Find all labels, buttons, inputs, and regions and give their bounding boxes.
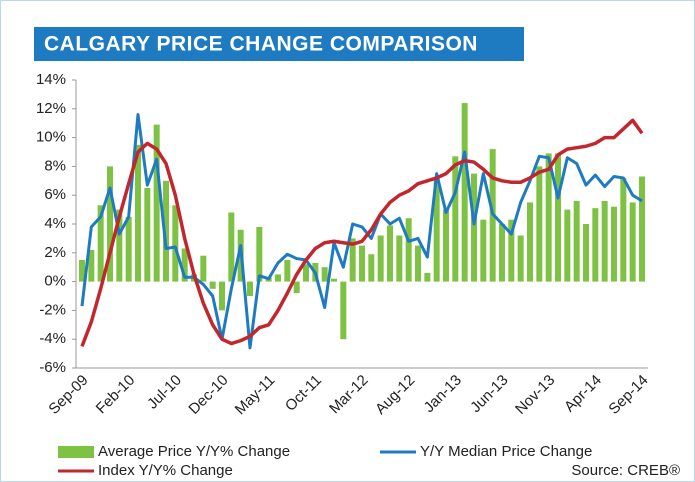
bar <box>471 173 477 282</box>
y-tick-label: 6% <box>44 186 66 203</box>
y-tick-label: -2% <box>39 301 66 318</box>
y-tick-label: 8% <box>44 157 66 174</box>
bar <box>79 260 85 282</box>
bar <box>405 218 412 282</box>
bar <box>555 153 561 282</box>
bar <box>396 235 403 282</box>
bar <box>508 219 515 282</box>
bar <box>247 281 253 296</box>
title-banner <box>34 27 524 61</box>
bar <box>611 206 617 282</box>
bar <box>601 200 608 282</box>
line-series <box>80 118 644 348</box>
bar <box>321 267 328 282</box>
source-note: Source: CREB® <box>571 462 680 479</box>
bar <box>331 278 337 282</box>
bar <box>209 281 216 289</box>
legend-label: Average Price Y/Y% Change <box>98 443 290 460</box>
chart-title: CALGARY PRICE CHANGE COMPARISON <box>44 33 478 56</box>
bar <box>219 281 225 311</box>
y-tick-label: 14% <box>36 71 66 88</box>
bar <box>340 281 347 340</box>
bar <box>256 226 263 282</box>
bar <box>172 205 179 282</box>
legend-label: Y/Y Median Price Change <box>420 443 592 460</box>
bar <box>415 245 421 282</box>
bar <box>163 180 169 282</box>
legend-label: Index Y/Y% Change <box>98 462 233 479</box>
bar <box>620 177 627 282</box>
bar <box>125 216 132 282</box>
y-tick-label: 2% <box>44 244 66 261</box>
bar <box>181 248 188 282</box>
y-tick-label: 4% <box>44 215 66 232</box>
bar <box>293 281 300 294</box>
bar <box>639 176 645 282</box>
bar <box>564 209 571 282</box>
bar <box>284 260 291 282</box>
bar <box>480 219 487 282</box>
legend-swatch <box>58 446 94 458</box>
bar <box>527 202 533 282</box>
bar <box>97 205 104 282</box>
bar <box>116 209 123 282</box>
bar <box>443 209 449 282</box>
bar <box>545 153 552 282</box>
y-tick-label: 10% <box>36 129 66 146</box>
bar <box>433 177 440 282</box>
y-tick-label: 12% <box>36 100 66 117</box>
bar <box>592 208 599 282</box>
line-series <box>80 113 643 350</box>
bar <box>368 254 375 282</box>
bar <box>499 224 505 282</box>
bar <box>144 188 151 282</box>
bar <box>424 272 431 282</box>
bar <box>573 200 580 282</box>
bar <box>153 124 160 282</box>
bar <box>107 166 113 282</box>
bar <box>461 103 468 282</box>
y-tick-label: -4% <box>39 330 66 347</box>
y-tick-label: -6% <box>39 359 66 376</box>
bar <box>387 225 393 282</box>
bar <box>452 156 459 282</box>
y-tick-label: 0% <box>44 273 66 290</box>
bar <box>135 144 141 282</box>
bar <box>536 166 543 282</box>
bar <box>275 274 281 282</box>
bar <box>303 264 309 282</box>
bar <box>517 235 524 282</box>
bar <box>583 224 589 282</box>
bar <box>377 235 384 282</box>
bar <box>88 249 95 282</box>
bar <box>629 202 636 282</box>
bar <box>228 212 235 282</box>
bar <box>200 255 207 282</box>
bar <box>359 245 365 282</box>
bar <box>349 238 356 282</box>
